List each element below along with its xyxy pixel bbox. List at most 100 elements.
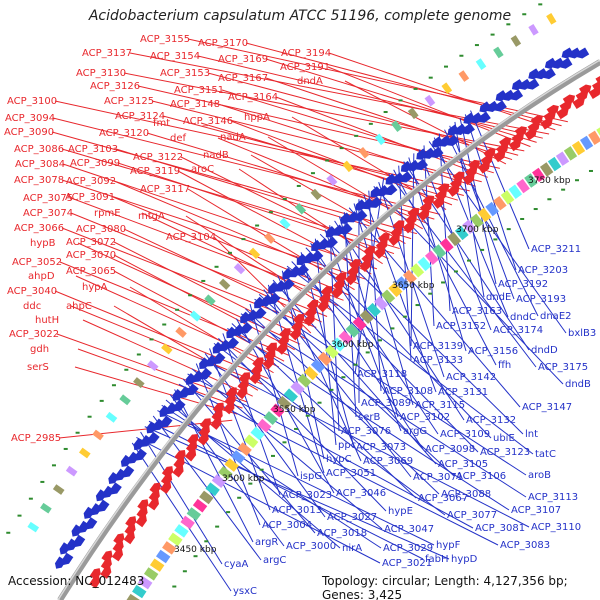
gene-label[interactable]: ACP_3018 (317, 528, 367, 539)
gene-label[interactable]: mtgA (138, 211, 165, 222)
gene-label[interactable]: ACP_3088 (441, 489, 491, 500)
gene-label[interactable]: ACP_3074 (23, 208, 73, 219)
gene-label[interactable]: ACP_3070 (66, 250, 116, 261)
gene-label[interactable]: ACP_3170 (198, 38, 248, 49)
gene-label[interactable]: aroB (528, 470, 551, 481)
gene-label[interactable]: ddc (23, 301, 41, 312)
gene-label[interactable]: ACP_3113 (528, 492, 578, 503)
gene-label[interactable]: ahpD (28, 271, 55, 282)
gene-label[interactable]: ACP_3152 (436, 321, 486, 332)
gene-label[interactable]: ACP_3125 (104, 96, 154, 107)
gene-label[interactable]: ACP_3122 (133, 152, 183, 163)
gene-label[interactable]: ACP_3072 (66, 237, 116, 248)
forward-strand-genes[interactable] (89, 73, 600, 589)
gene-label[interactable]: ACP_3133 (413, 355, 463, 366)
gene-label[interactable]: ACP_3077 (447, 510, 497, 521)
gene-label[interactable]: ACP_3169 (218, 54, 268, 65)
gene-label[interactable]: fabH (425, 554, 449, 565)
gene-label[interactable]: ACP_3023 (282, 490, 332, 501)
gene-label[interactable]: ACP_3047 (384, 524, 434, 535)
gene-label[interactable]: dndC (510, 312, 536, 323)
gene-label[interactable]: ACP_3067 (418, 493, 468, 504)
gene-label[interactable]: ACP_3153 (160, 68, 210, 79)
gene-label[interactable]: hutH (35, 315, 59, 326)
gene-label[interactable]: ubiE (493, 433, 515, 444)
gene-label[interactable]: ACP_3086 (14, 144, 64, 155)
gene-label[interactable]: ACP_3131 (438, 387, 488, 398)
gene-label[interactable]: ACP_3046 (336, 488, 386, 499)
gene-label[interactable]: ACP_3076 (341, 426, 391, 437)
gene-label[interactable]: ACP_3004 (262, 520, 312, 531)
gene-label[interactable]: ACP_3027 (327, 512, 377, 523)
gene-label[interactable]: cyaA (224, 559, 249, 570)
gene-label[interactable]: ACP_3164 (228, 92, 278, 103)
gene-label[interactable]: dndB (565, 379, 591, 390)
gene-label[interactable]: ACP_3081 (475, 523, 525, 534)
gene-label[interactable]: bxlB3 (568, 328, 596, 339)
gene-label[interactable]: ACP_3132 (466, 415, 516, 426)
reverse-strand-genes[interactable] (53, 47, 590, 571)
gene-label[interactable]: ACP_3115 (415, 400, 465, 411)
gene-label[interactable]: dnaE2 (540, 311, 572, 322)
gene-label[interactable]: ACP_3013 (272, 505, 322, 516)
gene-label[interactable]: ACP_3151 (174, 85, 224, 96)
gene-label[interactable]: tatC (535, 449, 556, 460)
gene-label[interactable]: hypD (451, 554, 478, 565)
gene-label[interactable]: ACP_3089 (361, 398, 411, 409)
gene-label[interactable]: ACP_3078 (14, 175, 64, 186)
gene-label[interactable]: argR (255, 537, 278, 548)
gene-label[interactable]: ACP_3071 (413, 472, 463, 483)
gene-label[interactable]: ahpC (66, 301, 92, 312)
gene-label[interactable]: ACP_3110 (531, 522, 581, 533)
gene-label[interactable]: serS (27, 362, 49, 373)
gene-label[interactable]: ACP_3104 (166, 232, 216, 243)
gene-label[interactable]: ACP_3052 (12, 257, 62, 268)
gene-label[interactable]: ACP_3094 (5, 113, 55, 124)
gene-label[interactable]: ACP_3083 (500, 540, 550, 551)
gene-label[interactable]: ACP_3123 (480, 447, 530, 458)
gene-label[interactable]: ACP_3119 (130, 166, 180, 177)
gene-label[interactable]: ACP_3124 (115, 111, 165, 122)
gene-label[interactable]: ACP_3139 (413, 341, 463, 352)
gene-label[interactable]: ACP_3154 (150, 51, 200, 62)
gene-label[interactable]: hppA (244, 112, 270, 123)
gene-label[interactable]: ACP_3193 (516, 294, 566, 305)
gene-label[interactable]: hypF (436, 540, 461, 551)
gene-label[interactable]: ysxC (233, 586, 257, 597)
gene-label[interactable]: gdh (30, 344, 49, 355)
gene-label[interactable]: ACP_3099 (70, 158, 120, 169)
gene-label[interactable]: ACP_3102 (400, 412, 450, 423)
gene-label[interactable]: dndA (297, 76, 323, 87)
gene-label[interactable]: ACP_3126 (90, 81, 140, 92)
gene-label[interactable]: ACP_3175 (538, 362, 588, 373)
gene-label[interactable]: ACP_3192 (498, 279, 548, 290)
gene-label[interactable]: argC (263, 555, 286, 566)
gene-label[interactable]: ACP_3118 (357, 369, 407, 380)
gene-label[interactable]: ACP_3167 (218, 73, 268, 84)
gene-label[interactable]: ACP_3120 (99, 128, 149, 139)
gene-label[interactable]: nadB (203, 150, 229, 161)
gene-label[interactable]: ACP_3000 (286, 541, 336, 552)
gene-label[interactable]: ACP_3075 (23, 193, 73, 204)
gene-label[interactable]: ACP_3080 (76, 224, 126, 235)
gene-label[interactable]: ACP_3098 (425, 444, 475, 455)
gene-label[interactable]: hypA (82, 282, 108, 293)
gene-label[interactable]: ACP_3211 (531, 244, 581, 255)
gene-label[interactable]: ispG (300, 471, 322, 482)
gene-label[interactable]: ACP_3156 (468, 346, 518, 357)
gene-label[interactable]: ACP_3117 (140, 184, 190, 195)
gene-label[interactable]: nirA (342, 543, 362, 554)
gene-label[interactable]: hypB (30, 238, 56, 249)
gene-label[interactable]: ACP_3142 (446, 372, 496, 383)
gene-label[interactable]: ACP_3105 (438, 459, 488, 470)
gene-label[interactable]: ACP_3155 (140, 34, 190, 45)
gene-label[interactable]: aroC (191, 164, 214, 175)
gene-label[interactable]: ACP_3073 (356, 442, 406, 453)
gene-label[interactable]: ACP_3091 (65, 192, 115, 203)
gene-label[interactable]: ACP_3203 (518, 265, 568, 276)
gene-label[interactable]: ACP_3146 (183, 116, 233, 127)
gene-label[interactable]: ffh (498, 360, 511, 371)
gene-label[interactable]: rpmE (94, 208, 121, 219)
gene-label[interactable]: def (170, 133, 187, 144)
